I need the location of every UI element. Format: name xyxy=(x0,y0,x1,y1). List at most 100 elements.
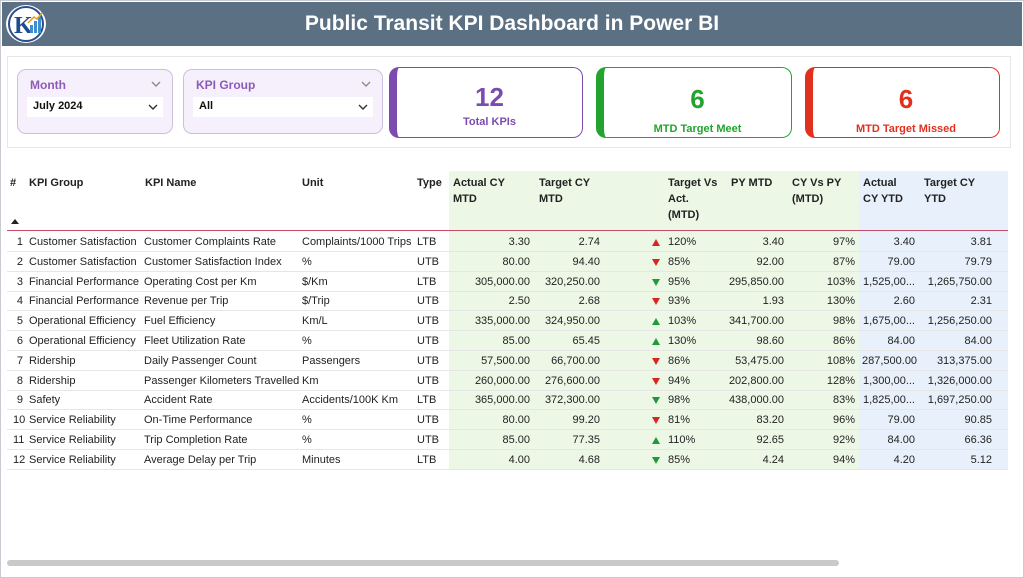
target-vs-actual-cell: 95% xyxy=(668,275,691,288)
actual-cy-ytd-cell: 84.00 xyxy=(887,335,915,347)
header-line: MTD xyxy=(539,193,563,205)
col-header-num[interactable]: # xyxy=(10,177,17,189)
kpi-group-cell: Service Reliability xyxy=(29,434,116,446)
chevron-down-icon[interactable] xyxy=(150,78,162,90)
table-row[interactable]: 9 Safety Accident Rate Accidents/100K Km LTB… xyxy=(7,390,1008,411)
type-cell: LTB xyxy=(417,394,437,407)
table-row[interactable]: 4 Financial Performance Revenue per Trip $/… xyxy=(7,291,1008,312)
cy-vs-py-cell: 86% xyxy=(832,335,855,347)
target-cy-ytd-cell: 2.31 xyxy=(970,295,992,308)
py-mtd-cell: 98.60 xyxy=(756,335,784,347)
col-header-kpi-name[interactable]: KPI Name xyxy=(145,177,197,189)
sort-indicator-icon[interactable] xyxy=(11,219,19,224)
unit-cell: Km xyxy=(302,374,319,387)
table-row[interactable]: 2 Customer Satisfaction Customer Satisfact… xyxy=(7,252,1008,272)
target-cy-mtd-cell: 94.40 xyxy=(572,255,600,268)
mtd-target-meet-card: 6 MTD Target Meet xyxy=(596,67,792,138)
table-row[interactable]: 5 Operational Efficiency Fuel Efficiency Km… xyxy=(7,311,1008,332)
target-cy-mtd-cell: 372,300.00 xyxy=(544,394,600,407)
kpi-group-cell: Operational Efficiency xyxy=(29,335,136,347)
py-mtd-cell: 341,700.00 xyxy=(728,315,784,328)
triangle-down-icon xyxy=(652,258,660,266)
horizontal-scrollbar[interactable] xyxy=(7,560,839,566)
col-header-target-cy-ytd[interactable]: Target CY YTD xyxy=(924,175,975,207)
actual-cy-mtd-cell: 365,000.00 xyxy=(474,394,530,407)
kpi-group-cell: Service Reliability xyxy=(29,453,116,466)
row-number: 7 xyxy=(16,354,23,367)
table-row[interactable]: 3 Financial Performance Operating Cost per… xyxy=(7,272,1008,292)
type-cell: LTB xyxy=(417,453,437,466)
table-row[interactable]: 6 Operational Efficiency Fleet Utilization… xyxy=(7,331,1008,351)
target-cy-ytd-cell: 1,697,250.00 xyxy=(927,394,992,407)
type-cell: UTB xyxy=(417,255,439,268)
target-cy-mtd-cell: 4.68 xyxy=(578,453,600,466)
kpi-name-cell: Fuel Efficiency xyxy=(144,315,216,328)
header-line: Act. xyxy=(668,193,689,205)
row-number: 1 xyxy=(16,236,23,248)
col-header-unit[interactable]: Unit xyxy=(302,177,324,189)
col-header-type[interactable]: Type xyxy=(417,177,442,189)
col-header-target-cy-mtd[interactable]: Target CY MTD xyxy=(539,175,590,207)
row-number: 11 xyxy=(13,434,25,446)
header-line: Actual CY xyxy=(453,177,505,189)
col-header-cy-vs-py[interactable]: CY Vs PY (MTD) xyxy=(792,175,841,207)
target-cy-ytd-cell: 1,256,250.00 xyxy=(927,315,992,328)
title-bar: K Public Transit KPI Dashboard in Power … xyxy=(2,2,1022,46)
target-cy-mtd-cell: 77.35 xyxy=(572,434,600,446)
unit-cell: % xyxy=(302,414,312,427)
table-row[interactable]: 8 Ridership Passenger Kilometers Travelled… xyxy=(7,371,1008,391)
table-row[interactable]: 10 Service Reliability On-Time Performance… xyxy=(7,410,1008,431)
cy-vs-py-cell: 92% xyxy=(832,434,855,446)
table-row[interactable]: 7 Ridership Daily Passenger Count Passenger… xyxy=(7,351,1008,371)
col-header-actual-cy-ytd[interactable]: Actual CY YTD xyxy=(863,175,903,207)
target-vs-actual-cell: 94% xyxy=(668,374,691,387)
kpi-name-cell: Passenger Kilometers Travelled xyxy=(144,374,300,387)
type-cell: UTB xyxy=(417,315,439,328)
total-kpis-card: 12 Total KPIs xyxy=(389,67,583,138)
actual-cy-mtd-cell: 260,000.00 xyxy=(474,374,530,387)
row-number: 3 xyxy=(16,275,23,288)
cy-vs-py-cell: 130% xyxy=(826,295,855,308)
py-mtd-cell: 53,475.00 xyxy=(735,354,784,367)
cy-vs-py-cell: 97% xyxy=(832,236,855,248)
unit-cell: % xyxy=(302,335,312,347)
mtd-target-missed-label: MTD Target Missed xyxy=(855,123,957,135)
triangle-down-icon xyxy=(652,357,660,365)
target-vs-actual-cell: 85% xyxy=(668,255,691,268)
kpi-group-cell: Service Reliability xyxy=(29,414,116,427)
col-header-target-vs-actual[interactable]: Target Vs Act. (MTD) xyxy=(668,175,717,223)
kpi-name-cell: Trip Completion Rate xyxy=(144,434,248,446)
target-vs-actual-cell: 130% xyxy=(668,335,697,347)
target-cy-ytd-cell: 90.85 xyxy=(964,414,992,427)
col-header-kpi-group[interactable]: KPI Group xyxy=(29,177,84,189)
target-cy-ytd-cell: 3.81 xyxy=(970,236,992,248)
actual-cy-mtd-cell: 85.00 xyxy=(502,434,530,446)
target-cy-ytd-cell: 5.12 xyxy=(970,453,992,466)
chevron-down-icon xyxy=(358,104,368,110)
mtd-target-missed-value: 6 xyxy=(898,84,914,114)
py-mtd-cell: 92.65 xyxy=(756,434,784,446)
kpi-group-cell: Ridership xyxy=(29,374,76,387)
target-cy-mtd-cell: 99.20 xyxy=(572,414,600,427)
kpi-group-cell: Ridership xyxy=(29,354,76,367)
kpi-group-cell: Safety xyxy=(29,394,61,407)
kpi-group-dropdown[interactable]: All xyxy=(193,97,373,117)
col-header-py-mtd[interactable]: PY MTD xyxy=(731,177,773,189)
table-row[interactable]: 11 Service Reliability Trip Completion Rat… xyxy=(7,430,1008,450)
page-title: Public Transit KPI Dashboard in Power BI xyxy=(304,12,720,35)
kpi-name-cell: On-Time Performance xyxy=(144,414,253,427)
actual-cy-mtd-cell: 335,000.00 xyxy=(474,315,530,328)
unit-cell: $/Trip xyxy=(302,295,330,308)
total-kpis-label: Total KPIs xyxy=(463,116,516,128)
chevron-down-icon[interactable] xyxy=(360,78,372,90)
col-header-actual-cy-mtd[interactable]: Actual CY MTD xyxy=(453,175,505,207)
unit-cell: % xyxy=(302,434,312,446)
table-row[interactable]: 1 Customer Satisfaction Customer Complaint… xyxy=(7,232,1008,252)
row-number: 9 xyxy=(16,394,23,407)
cy-vs-py-cell: 128% xyxy=(826,374,855,387)
table-row[interactable]: 12 Service Reliability Average Delay per T… xyxy=(7,450,1008,470)
cy-vs-py-cell: 87% xyxy=(832,255,855,268)
month-dropdown[interactable]: July 2024 xyxy=(27,97,163,117)
mtd-target-meet-value: 6 xyxy=(690,84,705,114)
ytd-columns-background xyxy=(859,171,1008,470)
